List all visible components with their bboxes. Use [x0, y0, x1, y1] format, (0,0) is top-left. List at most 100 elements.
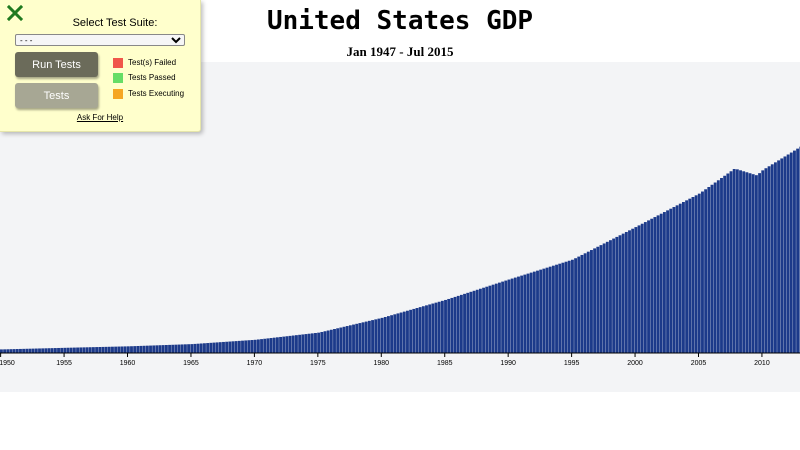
gdp-bar[interactable]	[545, 267, 549, 353]
gdp-bar[interactable]	[558, 263, 562, 353]
gdp-bar[interactable]	[463, 293, 466, 353]
gdp-bar[interactable]	[478, 288, 482, 353]
gdp-bar[interactable]	[618, 235, 622, 353]
gdp-bar[interactable]	[720, 178, 723, 353]
gdp-bar[interactable]	[212, 342, 216, 353]
gdp-bar[interactable]	[234, 341, 238, 353]
gdp-bar[interactable]	[647, 220, 650, 353]
gdp-bar[interactable]	[612, 238, 616, 353]
gdp-bar[interactable]	[326, 330, 330, 354]
gdp-bar[interactable]	[577, 256, 581, 353]
gdp-bar[interactable]	[691, 197, 695, 353]
gdp-bar[interactable]	[536, 270, 539, 353]
gdp-bar[interactable]	[317, 332, 321, 353]
gdp-bar[interactable]	[504, 280, 508, 353]
gdp-bar[interactable]	[6, 349, 10, 353]
gdp-bar[interactable]	[735, 169, 739, 353]
gdp-bar[interactable]	[399, 312, 403, 353]
gdp-bar[interactable]	[682, 202, 685, 353]
gdp-bar[interactable]	[95, 347, 99, 353]
gdp-bar[interactable]	[440, 300, 444, 353]
gdp-bar[interactable]	[111, 346, 114, 353]
gdp-bar[interactable]	[152, 345, 156, 353]
gdp-bar[interactable]	[142, 345, 146, 353]
gdp-bar[interactable]	[732, 169, 736, 353]
gdp-bar[interactable]	[348, 325, 352, 353]
gdp-bar[interactable]	[187, 344, 191, 353]
gdp-bar[interactable]	[634, 227, 638, 353]
gdp-bar[interactable]	[466, 292, 470, 353]
gdp-bar[interactable]	[288, 335, 292, 353]
gdp-bar[interactable]	[50, 348, 54, 353]
gdp-bar[interactable]	[688, 198, 692, 353]
gdp-bar[interactable]	[624, 231, 628, 353]
gdp-bar[interactable]	[136, 346, 140, 353]
gdp-bar[interactable]	[247, 340, 251, 353]
gdp-bar[interactable]	[390, 315, 394, 353]
gdp-bar[interactable]	[133, 346, 137, 353]
gdp-bar[interactable]	[459, 294, 463, 353]
gdp-bar[interactable]	[434, 302, 438, 353]
gdp-bar[interactable]	[196, 343, 200, 353]
gdp-bar[interactable]	[593, 248, 597, 353]
gdp-bar[interactable]	[650, 218, 654, 353]
gdp-bar[interactable]	[72, 347, 76, 353]
gdp-bar[interactable]	[19, 348, 22, 353]
gdp-bar[interactable]	[76, 347, 79, 353]
gdp-bar[interactable]	[526, 273, 530, 353]
gdp-bar[interactable]	[231, 341, 235, 353]
gdp-bar[interactable]	[678, 203, 682, 353]
gdp-bar[interactable]	[352, 324, 355, 353]
gdp-bar[interactable]	[88, 347, 92, 353]
gdp-bar[interactable]	[3, 349, 7, 353]
gdp-bar[interactable]	[640, 223, 644, 353]
gdp-bar[interactable]	[79, 347, 83, 353]
gdp-bar[interactable]	[272, 337, 276, 353]
gdp-bar[interactable]	[729, 171, 733, 353]
gdp-bar[interactable]	[377, 318, 381, 353]
gdp-bar[interactable]	[425, 305, 428, 353]
gdp-bar[interactable]	[358, 323, 362, 353]
gdp-bar[interactable]	[91, 347, 95, 353]
gdp-bar[interactable]	[666, 210, 670, 353]
tests-button[interactable]: Tests	[15, 83, 98, 108]
gdp-bar[interactable]	[453, 296, 457, 353]
gdp-bar[interactable]	[38, 348, 41, 353]
gdp-bar[interactable]	[329, 329, 333, 353]
gdp-bar[interactable]	[431, 303, 435, 353]
gdp-bar[interactable]	[69, 347, 73, 353]
gdp-bar[interactable]	[98, 347, 102, 353]
gdp-bar[interactable]	[256, 339, 260, 353]
gdp-bar[interactable]	[697, 193, 701, 353]
gdp-bar[interactable]	[643, 222, 647, 353]
gdp-bar[interactable]	[244, 340, 248, 353]
gdp-bar[interactable]	[260, 339, 263, 353]
gdp-bar[interactable]	[383, 317, 387, 353]
gdp-bar[interactable]	[149, 345, 152, 353]
gdp-bar[interactable]	[561, 262, 565, 353]
gdp-bar[interactable]	[472, 290, 476, 353]
gdp-bar[interactable]	[583, 253, 587, 353]
gdp-bar[interactable]	[114, 346, 118, 353]
gdp-bar[interactable]	[621, 233, 625, 353]
gdp-bar[interactable]	[279, 336, 283, 353]
gdp-bar[interactable]	[631, 228, 635, 353]
gdp-bar[interactable]	[275, 337, 279, 353]
gdp-bar[interactable]	[206, 343, 210, 353]
gdp-bar[interactable]	[190, 344, 194, 353]
gdp-bar[interactable]	[409, 309, 413, 353]
gdp-bar[interactable]	[498, 282, 501, 353]
gdp-bar[interactable]	[793, 150, 796, 353]
gdp-bar[interactable]	[596, 246, 600, 353]
gdp-bar[interactable]	[57, 347, 60, 353]
gdp-bar[interactable]	[723, 175, 727, 353]
gdp-bar[interactable]	[450, 297, 454, 353]
gdp-bar[interactable]	[488, 285, 492, 353]
gdp-bar[interactable]	[456, 295, 460, 353]
gdp-bar[interactable]	[342, 326, 346, 353]
gdp-bar[interactable]	[66, 347, 70, 353]
gdp-bar[interactable]	[41, 348, 45, 353]
gdp-bar[interactable]	[745, 172, 749, 353]
gdp-bar[interactable]	[371, 320, 374, 353]
gdp-bar[interactable]	[475, 289, 479, 353]
